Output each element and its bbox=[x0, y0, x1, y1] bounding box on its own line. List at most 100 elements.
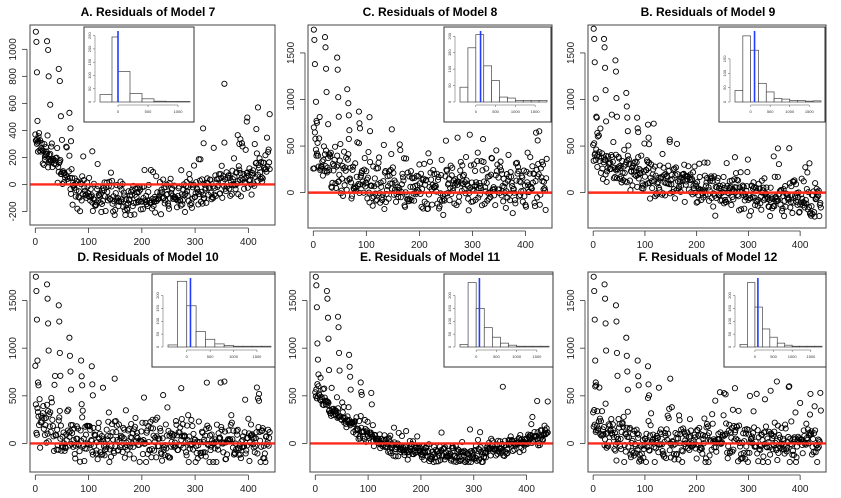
data-point bbox=[729, 406, 736, 413]
data-point bbox=[486, 173, 493, 180]
data-point bbox=[484, 197, 491, 204]
data-point bbox=[45, 73, 52, 80]
data-point bbox=[195, 418, 202, 425]
y-tick-label: 1000 bbox=[8, 337, 19, 360]
data-point bbox=[344, 413, 351, 420]
data-point bbox=[262, 433, 269, 440]
data-point bbox=[782, 203, 789, 210]
data-point bbox=[438, 429, 445, 436]
inset-y-tick-label: 50 bbox=[722, 85, 727, 90]
data-point bbox=[591, 35, 598, 43]
data-point bbox=[88, 192, 95, 199]
data-point bbox=[95, 419, 102, 426]
data-point bbox=[263, 134, 271, 141]
data-point bbox=[115, 447, 122, 454]
data-point bbox=[509, 210, 516, 217]
data-point bbox=[646, 447, 653, 454]
data-point bbox=[153, 454, 160, 461]
data-point bbox=[765, 458, 772, 466]
y-tick-label: 1000 bbox=[566, 88, 577, 111]
data-point bbox=[710, 203, 717, 210]
data-point bbox=[782, 183, 789, 190]
data-point bbox=[324, 314, 332, 321]
data-point bbox=[747, 436, 755, 443]
data-point bbox=[792, 181, 800, 188]
data-point bbox=[621, 458, 628, 466]
data-point bbox=[635, 431, 642, 438]
data-point bbox=[620, 163, 627, 170]
data-point bbox=[44, 132, 51, 139]
data-point bbox=[349, 166, 356, 173]
histogram-bar bbox=[117, 71, 131, 103]
data-point bbox=[727, 448, 734, 455]
data-point bbox=[347, 373, 354, 380]
data-point bbox=[474, 149, 481, 156]
y-tick-label: 400 bbox=[8, 122, 19, 139]
data-point bbox=[598, 408, 606, 415]
data-point bbox=[238, 140, 246, 147]
data-point bbox=[730, 446, 737, 453]
data-point bbox=[236, 140, 243, 147]
data-point bbox=[671, 195, 678, 202]
inset-y-tick-label: 100 bbox=[87, 71, 92, 78]
x-tick-label: 200 bbox=[134, 237, 151, 248]
data-point bbox=[246, 457, 253, 465]
data-point bbox=[799, 450, 806, 457]
data-point bbox=[788, 441, 795, 448]
data-point bbox=[709, 175, 716, 182]
data-point bbox=[346, 175, 353, 182]
data-point bbox=[590, 273, 597, 280]
data-point bbox=[767, 451, 774, 458]
data-point bbox=[192, 193, 199, 201]
data-point bbox=[693, 455, 700, 462]
data-point bbox=[474, 158, 481, 165]
histogram-bar bbox=[129, 93, 143, 103]
data-point bbox=[594, 163, 601, 170]
data-point bbox=[483, 179, 490, 187]
data-point bbox=[56, 318, 63, 325]
data-point bbox=[330, 162, 338, 169]
data-point bbox=[691, 431, 698, 438]
data-point bbox=[626, 177, 633, 184]
data-point bbox=[311, 61, 318, 68]
data-point bbox=[40, 425, 47, 432]
data-point bbox=[757, 446, 764, 453]
data-point bbox=[704, 159, 711, 166]
data-point bbox=[381, 205, 388, 213]
data-point bbox=[644, 394, 652, 402]
histogram-bar bbox=[540, 345, 550, 348]
data-point bbox=[42, 414, 50, 421]
data-point bbox=[739, 182, 746, 189]
data-point bbox=[169, 433, 176, 440]
data-point bbox=[477, 184, 484, 192]
data-point bbox=[94, 160, 101, 168]
plot-frame bbox=[309, 271, 554, 473]
x-tick-label: 300 bbox=[464, 240, 481, 251]
inset-y-tick-label: 100 bbox=[447, 317, 452, 324]
data-point bbox=[600, 35, 608, 43]
data-point bbox=[682, 181, 689, 188]
data-point bbox=[383, 190, 390, 197]
histogram-bar bbox=[530, 100, 540, 103]
data-point bbox=[701, 159, 708, 166]
data-point bbox=[104, 432, 111, 440]
data-point bbox=[640, 454, 647, 461]
inset-y-tick-label: 200 bbox=[155, 291, 160, 298]
data-point bbox=[610, 175, 617, 182]
data-point bbox=[150, 432, 157, 439]
data-point bbox=[388, 126, 395, 133]
data-point bbox=[357, 379, 364, 386]
data-point bbox=[388, 151, 395, 158]
data-point bbox=[438, 156, 445, 163]
inset-x-tick-label: 0 bbox=[475, 109, 478, 114]
data-point bbox=[54, 426, 61, 433]
data-point bbox=[251, 141, 258, 148]
data-point bbox=[651, 178, 658, 185]
inset-frame bbox=[723, 273, 827, 368]
inset-x-tick-label: 500 bbox=[145, 109, 152, 114]
data-point bbox=[254, 450, 261, 457]
data-point bbox=[57, 422, 64, 429]
data-point bbox=[55, 417, 62, 424]
data-point bbox=[129, 430, 136, 437]
data-point bbox=[45, 347, 52, 354]
